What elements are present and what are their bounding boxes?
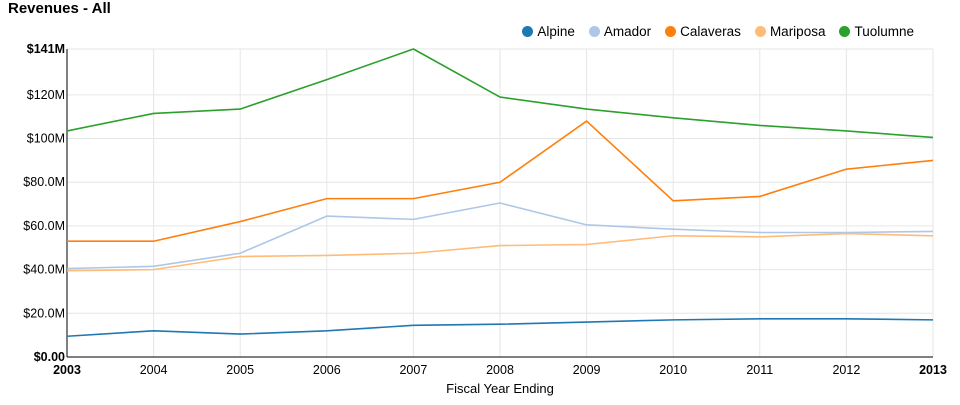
x-tick-label: 2005 bbox=[226, 363, 254, 377]
legend-label-mariposa: Mariposa bbox=[769, 24, 826, 39]
series-line-alpine bbox=[66, 317, 934, 338]
x-tick-label: 2007 bbox=[399, 363, 427, 377]
legend-item-mariposa[interactable]: Mariposa bbox=[754, 24, 826, 39]
legend: Alpine Amador Calaveras Mariposa Tuolumn… bbox=[522, 24, 914, 39]
legend-item-tuolumne[interactable]: Tuolumne bbox=[839, 24, 914, 39]
x-tick-label: 2011 bbox=[746, 363, 773, 377]
series-line-tuolumne bbox=[66, 48, 934, 139]
legend-swatch-alpine bbox=[522, 26, 534, 37]
legend-swatch-mariposa bbox=[754, 26, 766, 37]
x-tick-label: 2006 bbox=[313, 363, 341, 377]
series-line-amador bbox=[66, 202, 934, 270]
legend-label-calaveras: Calaveras bbox=[680, 24, 741, 39]
legend-item-calaveras[interactable]: Calaveras bbox=[665, 24, 741, 39]
x-tick-label: 2013 bbox=[919, 363, 947, 377]
series-line-mariposa bbox=[66, 232, 934, 272]
x-axis-label: Fiscal Year Ending bbox=[446, 381, 554, 396]
x-tick-label: 2004 bbox=[140, 363, 168, 377]
series-line-calaveras bbox=[67, 120, 934, 243]
legend-label-alpine: Alpine bbox=[537, 24, 575, 39]
legend-swatch-calaveras bbox=[665, 26, 677, 37]
x-tick-label: 2003 bbox=[53, 363, 81, 377]
legend-label-amador: Amador bbox=[603, 24, 652, 39]
x-tick-label: 2009 bbox=[573, 363, 601, 377]
legend-swatch-amador bbox=[588, 26, 600, 37]
legend-label-tuolumne: Tuolumne bbox=[854, 24, 914, 39]
x-tick-label: 2008 bbox=[486, 363, 514, 377]
y-tick-label: $80.0M bbox=[23, 175, 65, 189]
y-tick-label: $141M bbox=[27, 42, 65, 56]
y-tick-label: $0.00 bbox=[34, 350, 65, 364]
y-tick-label: $100M bbox=[27, 132, 65, 146]
x-tick-label: 2012 bbox=[832, 363, 860, 377]
chart-title: Revenues - All bbox=[8, 0, 111, 17]
y-tick-label: $60.0M bbox=[23, 219, 65, 233]
legend-item-amador[interactable]: Amador bbox=[588, 24, 652, 39]
y-tick-label: $20.0M bbox=[23, 306, 65, 320]
legend-item-alpine[interactable]: Alpine bbox=[522, 24, 575, 39]
legend-swatch-tuolumne bbox=[839, 26, 851, 37]
y-tick-label: $40.0M bbox=[23, 263, 65, 277]
x-tick-label: 2010 bbox=[659, 363, 687, 377]
y-tick-label: $120M bbox=[27, 88, 65, 102]
